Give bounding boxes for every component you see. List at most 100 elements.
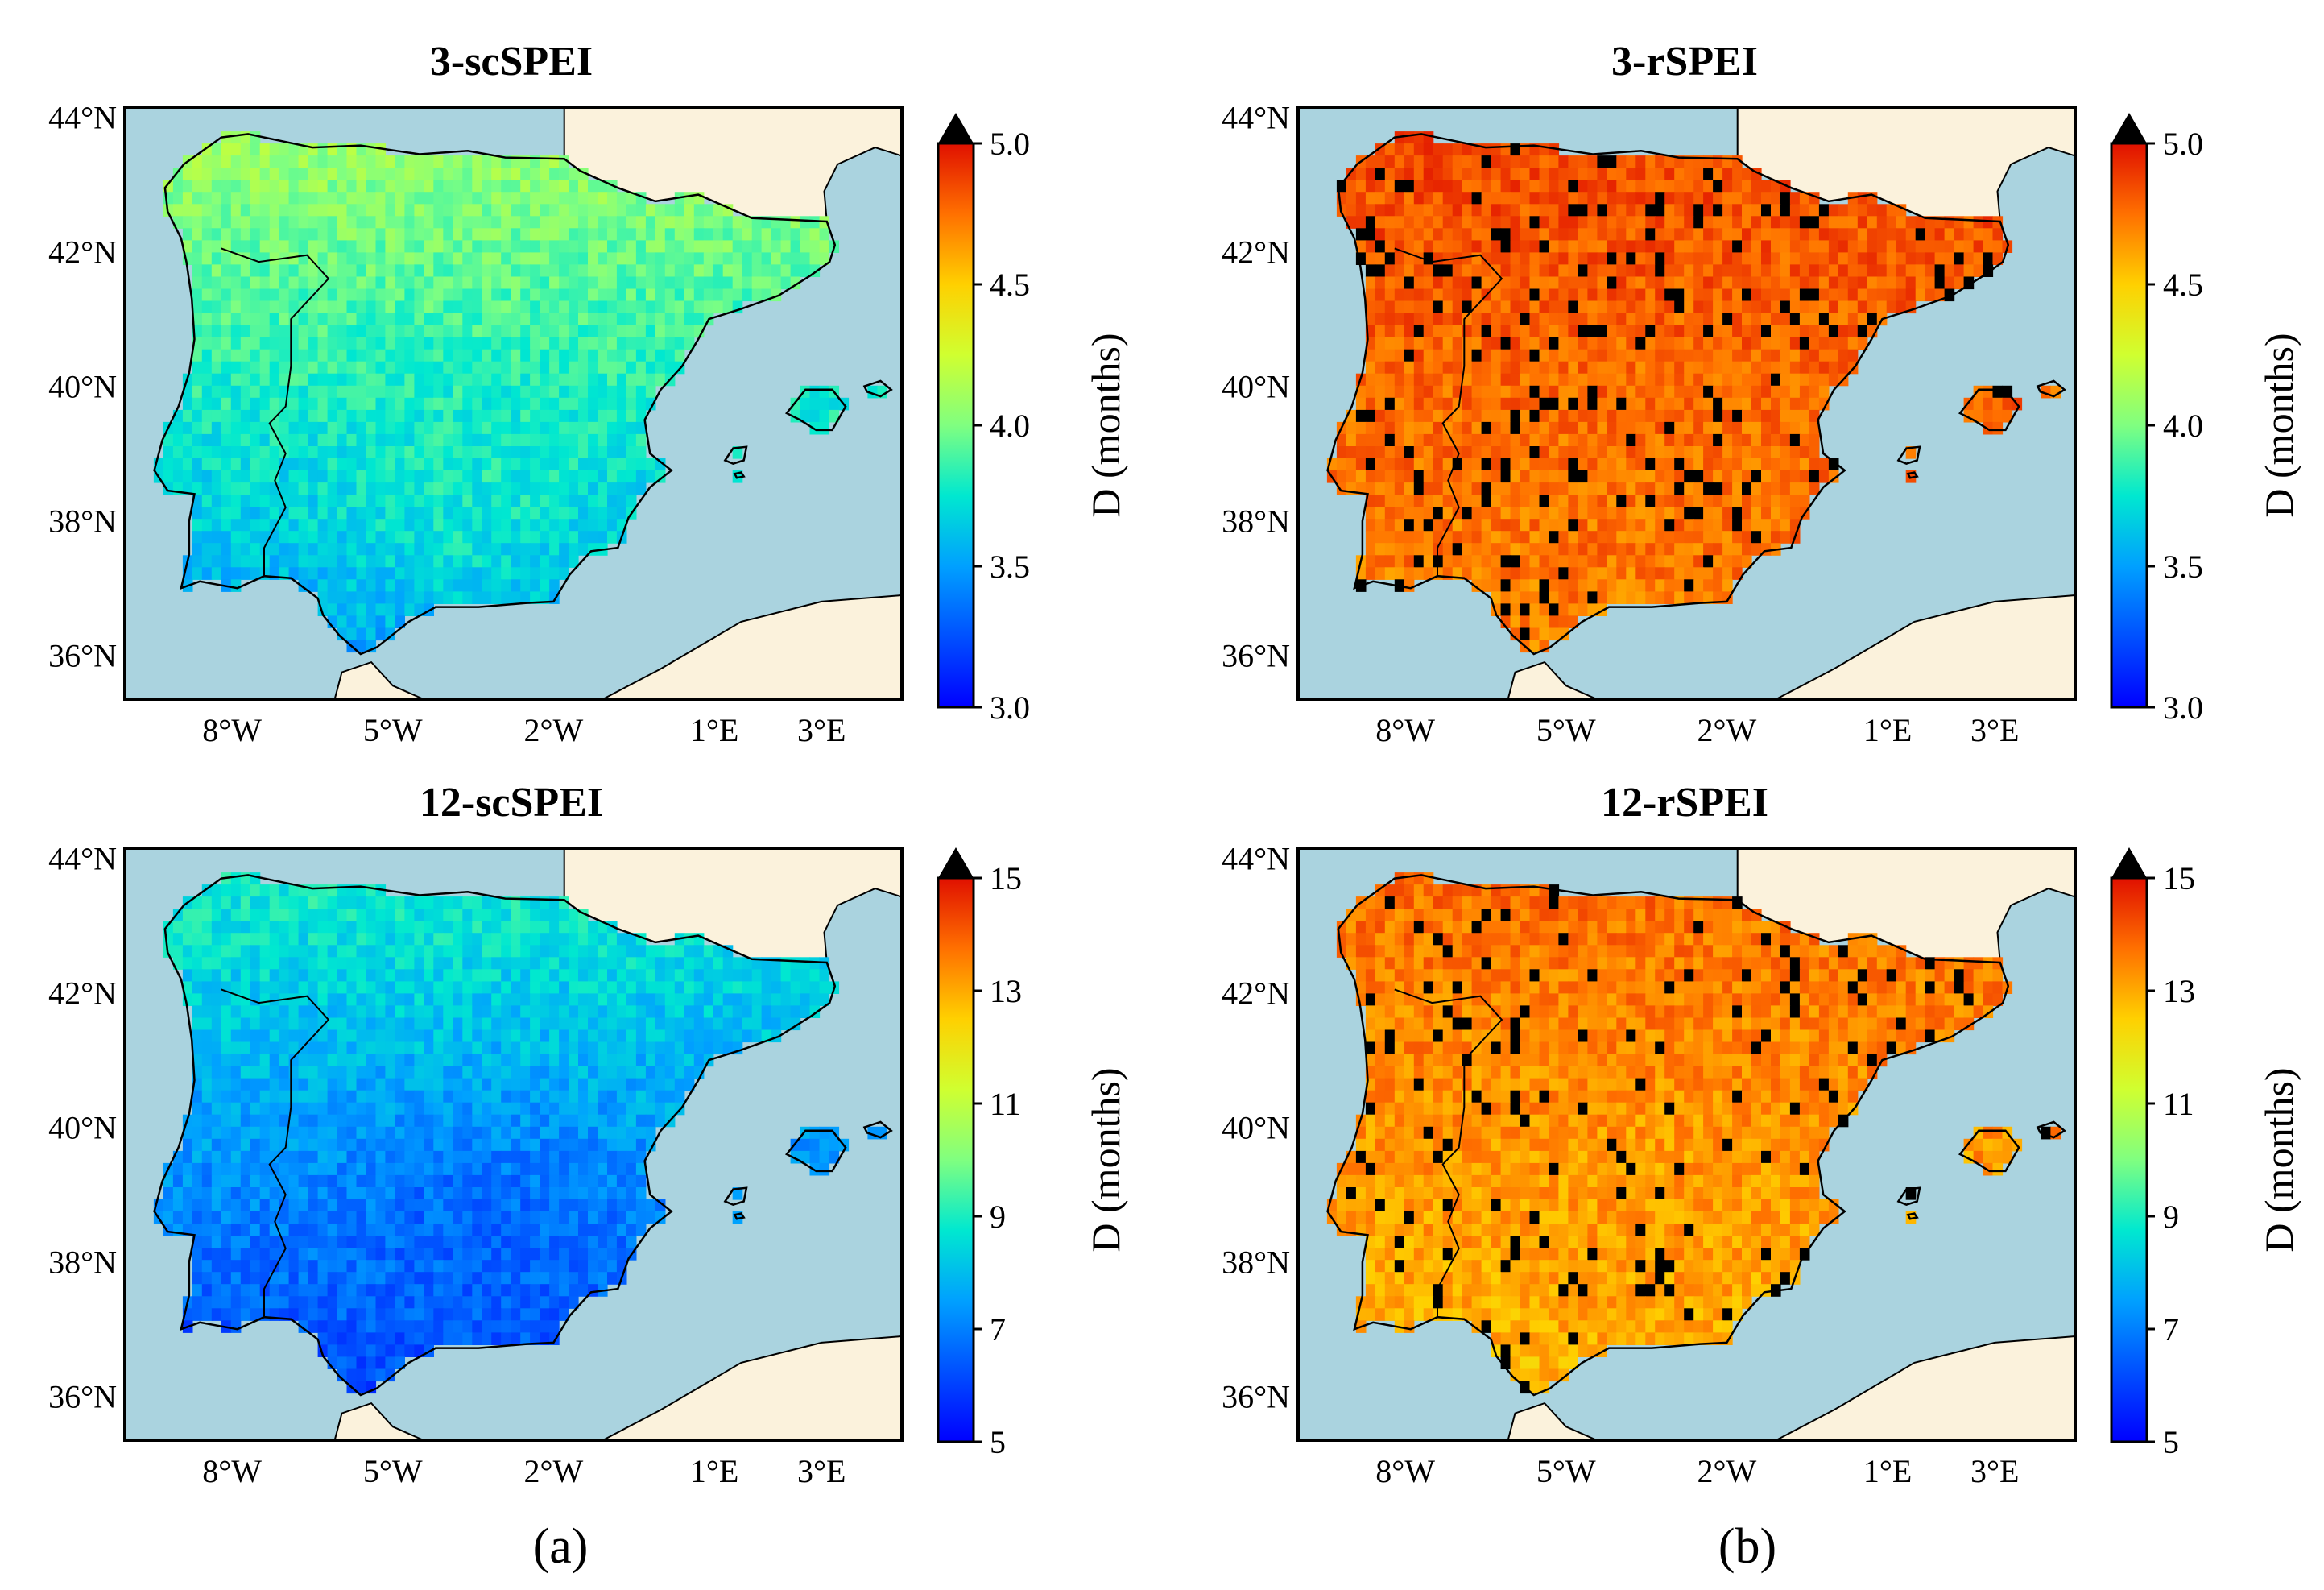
field-cell	[664, 264, 676, 277]
field-cell	[1365, 155, 1376, 168]
field-cell	[501, 192, 511, 205]
field-cell	[1789, 192, 1801, 205]
field-cell	[1703, 385, 1714, 399]
field-cell	[1818, 240, 1830, 253]
field-cell	[626, 470, 637, 483]
field-cell	[424, 180, 434, 193]
field-cell	[501, 896, 511, 909]
field-cell	[327, 458, 338, 471]
field-cell	[230, 458, 242, 471]
field-cell	[511, 421, 521, 435]
field-cell	[1597, 421, 1607, 435]
field-cell	[259, 969, 271, 982]
field-cell	[1732, 276, 1743, 290]
field-cell	[250, 276, 261, 290]
field-cell	[250, 337, 261, 350]
field-cell	[1780, 373, 1791, 387]
field-cell	[1587, 216, 1598, 229]
field-cell	[288, 458, 300, 471]
field-cell	[230, 507, 242, 520]
field-cell	[1761, 507, 1772, 520]
field-cell	[395, 385, 405, 399]
field-cell	[1423, 228, 1434, 241]
field-cell	[1607, 276, 1617, 290]
field-cell	[1433, 349, 1444, 362]
field-cell	[1655, 373, 1665, 387]
field-cell	[1722, 495, 1733, 507]
field-cell	[221, 446, 232, 459]
field-cell	[346, 482, 358, 495]
field-cell	[1713, 433, 1723, 447]
field-cell	[1539, 397, 1550, 411]
field-cell	[259, 1066, 271, 1079]
field-cell	[317, 409, 329, 423]
field-cell	[1558, 446, 1569, 459]
field-cell	[1693, 409, 1704, 423]
field-cell	[540, 969, 550, 982]
field-cell	[520, 192, 531, 205]
field-cell	[540, 180, 550, 193]
field-cell	[1713, 495, 1723, 507]
field-cell	[172, 421, 184, 435]
field-cell	[549, 300, 560, 314]
field-cell	[569, 240, 579, 253]
field-cell	[1578, 421, 1588, 435]
field-cell	[192, 507, 203, 520]
field-cell	[1597, 349, 1607, 362]
field-cell	[703, 1017, 714, 1031]
field-cell	[790, 957, 801, 970]
field-cell	[1500, 579, 1511, 592]
field-cell	[1404, 543, 1415, 556]
field-cell	[366, 192, 377, 205]
field-cell	[1674, 555, 1685, 568]
field-cell	[1809, 216, 1820, 229]
field-cell	[616, 1054, 627, 1067]
field-cell	[1838, 313, 1849, 326]
field-cell	[578, 933, 589, 946]
field-cell	[520, 1066, 531, 1079]
field-cell	[598, 228, 608, 241]
field-cell	[520, 373, 531, 387]
field-cell	[1404, 458, 1415, 471]
field-cell	[1828, 349, 1839, 362]
field-cell	[472, 567, 482, 580]
field-cell	[1761, 409, 1772, 423]
field-cell	[433, 180, 444, 193]
field-cell	[1510, 579, 1521, 592]
field-cell	[1645, 446, 1656, 459]
field-cell	[472, 1041, 482, 1055]
field-cell	[1500, 409, 1511, 423]
field-cell	[250, 555, 261, 568]
field-cell	[1847, 216, 1859, 229]
field-cell	[588, 1005, 598, 1018]
field-cell	[1549, 155, 1560, 168]
field-cell	[703, 957, 714, 970]
field-cell	[404, 1029, 415, 1043]
field-cell	[443, 507, 453, 520]
field-cell	[1549, 143, 1560, 156]
field-cell	[588, 361, 598, 375]
field-cell	[482, 421, 492, 435]
field-cell	[1607, 373, 1617, 387]
field-cell	[259, 288, 271, 302]
field-cell	[404, 216, 415, 229]
field-cell	[1384, 155, 1396, 168]
field-cell	[569, 313, 579, 326]
field-cell	[635, 1005, 647, 1018]
field-cell	[424, 896, 434, 909]
field-cell	[1481, 349, 1492, 362]
field-cell	[298, 240, 309, 253]
field-cell	[1838, 228, 1849, 241]
field-cell	[1771, 470, 1781, 483]
field-cell	[1626, 300, 1636, 314]
field-cell	[751, 276, 763, 290]
field-cell	[482, 579, 492, 592]
field-cell	[375, 507, 387, 520]
field-cell	[250, 385, 261, 399]
field-cell	[1597, 240, 1607, 253]
field-cell	[1404, 204, 1415, 217]
field-cell	[1607, 264, 1617, 277]
field-cell	[1355, 458, 1367, 471]
field-cell	[1549, 531, 1560, 544]
field-cell	[288, 495, 300, 507]
